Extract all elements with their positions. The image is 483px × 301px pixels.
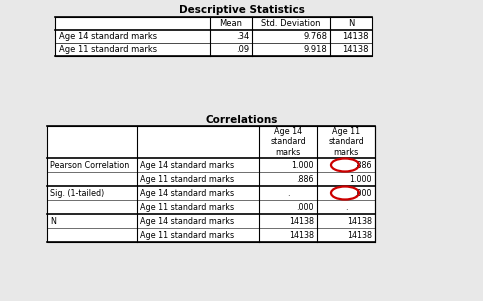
Text: 9.918: 9.918 [303, 45, 327, 54]
Text: Descriptive Statistics: Descriptive Statistics [179, 5, 305, 15]
Text: Sig. (1-tailed): Sig. (1-tailed) [50, 188, 104, 197]
Text: Age 14
standard
marks: Age 14 standard marks [270, 127, 306, 157]
Text: .34: .34 [236, 32, 249, 41]
Text: 1.000: 1.000 [292, 160, 314, 169]
Bar [47, 126, 375, 242]
Text: Age 14 standard marks: Age 14 standard marks [140, 188, 234, 197]
Text: .886: .886 [355, 160, 372, 169]
Text: 9.768: 9.768 [303, 32, 327, 41]
Text: Age 11 standard marks: Age 11 standard marks [59, 45, 157, 54]
Text: .000: .000 [297, 203, 314, 212]
Text: Correlations: Correlations [206, 115, 278, 125]
Text: Age 11 standard marks: Age 11 standard marks [140, 231, 234, 240]
Text: Age 11
standard
marks: Age 11 standard marks [328, 127, 364, 157]
Text: 14138: 14138 [347, 216, 372, 225]
Text: N: N [348, 19, 354, 28]
Text: 14138: 14138 [289, 231, 314, 240]
Text: .: . [345, 203, 347, 212]
Text: Age 11 standard marks: Age 11 standard marks [140, 203, 234, 212]
Text: 14138: 14138 [342, 45, 369, 54]
Text: Age 14 standard marks: Age 14 standard marks [59, 32, 157, 41]
Text: 14138: 14138 [289, 216, 314, 225]
Text: Age 14 standard marks: Age 14 standard marks [140, 160, 234, 169]
Bar [55, 17, 372, 56]
Text: 14138: 14138 [347, 231, 372, 240]
Text: .886: .886 [297, 175, 314, 184]
Text: .09: .09 [236, 45, 249, 54]
Text: Age 11 standard marks: Age 11 standard marks [140, 175, 234, 184]
Text: .: . [287, 188, 289, 197]
Text: 14138: 14138 [342, 32, 369, 41]
Text: Age 14 standard marks: Age 14 standard marks [140, 216, 234, 225]
Text: N: N [50, 216, 56, 225]
Text: .000: .000 [355, 188, 372, 197]
Text: Pearson Correlation: Pearson Correlation [50, 160, 129, 169]
Text: 1.000: 1.000 [350, 175, 372, 184]
Text: Std. Deviation: Std. Deviation [261, 19, 321, 28]
Text: Mean: Mean [219, 19, 242, 28]
